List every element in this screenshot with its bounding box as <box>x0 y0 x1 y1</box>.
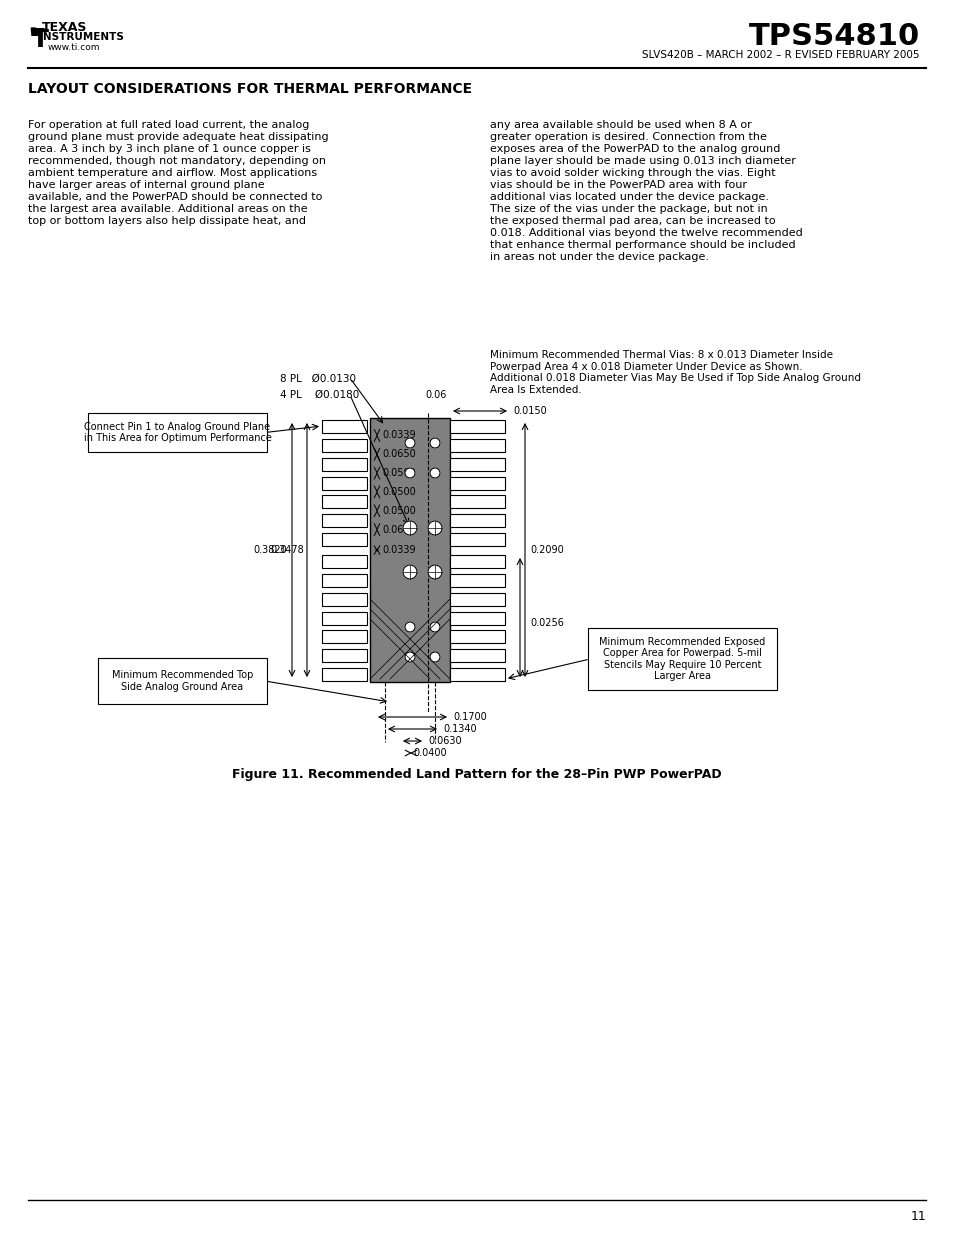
Text: 0.06: 0.06 <box>425 390 447 400</box>
FancyBboxPatch shape <box>587 629 776 690</box>
Bar <box>322 514 367 527</box>
Text: 0.0256: 0.0256 <box>530 618 563 627</box>
Circle shape <box>428 521 441 535</box>
Circle shape <box>402 521 416 535</box>
Circle shape <box>430 622 439 632</box>
Bar <box>450 438 504 452</box>
Text: the exposed thermal pad area, can be increased to: the exposed thermal pad area, can be inc… <box>490 216 775 226</box>
Bar <box>450 668 504 680</box>
Text: Connect Pin 1 to Analog Ground Plane
in This Area for Optimum Performance: Connect Pin 1 to Analog Ground Plane in … <box>84 421 272 443</box>
Text: Figure 11. Recommended Land Pattern for the 28–Pin PWP PowerPAD: Figure 11. Recommended Land Pattern for … <box>232 768 721 781</box>
Text: have larger areas of internal ground plane: have larger areas of internal ground pla… <box>28 180 264 190</box>
FancyBboxPatch shape <box>88 412 267 452</box>
Bar <box>322 458 367 471</box>
Text: 0.0650: 0.0650 <box>381 525 416 535</box>
Bar <box>322 495 367 509</box>
Text: 0.0500: 0.0500 <box>381 468 416 478</box>
Bar <box>322 611 367 625</box>
Text: greater operation is desired. Connection from the: greater operation is desired. Connection… <box>490 132 766 142</box>
Text: 0.0630: 0.0630 <box>428 736 461 746</box>
Bar <box>322 438 367 452</box>
Bar <box>450 477 504 489</box>
Text: 0.3478: 0.3478 <box>270 545 304 555</box>
Text: INSTRUMENTS: INSTRUMENTS <box>39 32 124 42</box>
Bar <box>450 514 504 527</box>
Circle shape <box>405 622 415 632</box>
Circle shape <box>405 438 415 448</box>
Text: The size of the vias under the package, but not in: The size of the vias under the package, … <box>490 204 767 214</box>
Text: plane layer should be made using 0.013 inch diameter: plane layer should be made using 0.013 i… <box>490 156 795 165</box>
Text: 0.3820: 0.3820 <box>253 545 287 555</box>
Text: vias should be in the PowerPAD area with four: vias should be in the PowerPAD area with… <box>490 180 746 190</box>
Text: the largest area available. Additional areas on the: the largest area available. Additional a… <box>28 204 307 214</box>
Text: Minimum Recommended Thermal Vias: 8 x 0.013 Diameter Inside
Powerpad Area 4 x 0.: Minimum Recommended Thermal Vias: 8 x 0.… <box>490 350 861 395</box>
Bar <box>450 534 504 546</box>
Bar <box>322 477 367 489</box>
Bar <box>322 593 367 605</box>
Circle shape <box>430 468 439 478</box>
Text: Minimum Recommended Exposed
Copper Area for Powerpad. 5-mil
Stencils May Require: Minimum Recommended Exposed Copper Area … <box>598 636 765 682</box>
Text: 0.0500: 0.0500 <box>381 487 416 496</box>
Circle shape <box>402 564 416 579</box>
Text: 0.2090: 0.2090 <box>530 545 563 555</box>
FancyBboxPatch shape <box>98 658 267 704</box>
Text: 0.1700: 0.1700 <box>453 713 486 722</box>
Circle shape <box>430 652 439 662</box>
Text: 0.0500: 0.0500 <box>381 506 416 516</box>
Text: ☛: ☛ <box>28 23 46 42</box>
Bar <box>322 574 367 587</box>
Bar <box>450 611 504 625</box>
Text: 0.1340: 0.1340 <box>442 724 476 734</box>
Text: SLVS420B – MARCH 2002 – R EVISED FEBRUARY 2005: SLVS420B – MARCH 2002 – R EVISED FEBRUAR… <box>641 49 919 61</box>
Text: exposes area of the PowerPAD to the analog ground: exposes area of the PowerPAD to the anal… <box>490 144 780 154</box>
Text: ambient temperature and airflow. Most applications: ambient temperature and airflow. Most ap… <box>28 168 316 178</box>
Text: T: T <box>32 28 49 52</box>
Text: 4 PL    Ø0.0180: 4 PL Ø0.0180 <box>280 390 359 400</box>
Text: www.ti.com: www.ti.com <box>48 43 100 52</box>
Text: 0.0339: 0.0339 <box>381 545 416 555</box>
Text: vias to avoid solder wicking through the vias. Eight: vias to avoid solder wicking through the… <box>490 168 775 178</box>
Text: 0.0150: 0.0150 <box>513 406 546 416</box>
Text: in areas not under the device package.: in areas not under the device package. <box>490 252 708 262</box>
Bar <box>322 420 367 433</box>
Text: area. A 3 inch by 3 inch plane of 1 ounce copper is: area. A 3 inch by 3 inch plane of 1 ounc… <box>28 144 311 154</box>
Text: top or bottom layers also help dissipate heat, and: top or bottom layers also help dissipate… <box>28 216 306 226</box>
Text: 11: 11 <box>909 1210 925 1223</box>
Text: that enhance thermal performance should be included: that enhance thermal performance should … <box>490 240 795 249</box>
Text: additional vias located under the device package.: additional vias located under the device… <box>490 191 768 203</box>
Text: recommended, though not mandatory, depending on: recommended, though not mandatory, depen… <box>28 156 326 165</box>
Text: 0.0339: 0.0339 <box>381 431 416 441</box>
Bar <box>322 555 367 568</box>
Bar <box>450 495 504 509</box>
Text: 0.0400: 0.0400 <box>413 748 446 758</box>
Text: TEXAS: TEXAS <box>42 21 88 35</box>
Circle shape <box>430 438 439 448</box>
Bar <box>450 593 504 605</box>
Text: any area available should be used when 8 A or: any area available should be used when 8… <box>490 120 751 130</box>
Text: For operation at full rated load current, the analog: For operation at full rated load current… <box>28 120 309 130</box>
Bar <box>322 650 367 662</box>
Bar <box>370 417 450 682</box>
Bar <box>450 630 504 643</box>
Text: TPS54810: TPS54810 <box>748 22 919 51</box>
Bar <box>450 555 504 568</box>
Bar <box>450 458 504 471</box>
Bar <box>450 574 504 587</box>
Text: 0.018. Additional vias beyond the twelve recommended: 0.018. Additional vias beyond the twelve… <box>490 228 801 238</box>
Circle shape <box>405 652 415 662</box>
Text: LAYOUT CONSIDERATIONS FOR THERMAL PERFORMANCE: LAYOUT CONSIDERATIONS FOR THERMAL PERFOR… <box>28 82 472 96</box>
Text: 8 PL   Ø0.0130: 8 PL Ø0.0130 <box>280 374 355 384</box>
Circle shape <box>405 468 415 478</box>
Text: available, and the PowerPAD should be connected to: available, and the PowerPAD should be co… <box>28 191 322 203</box>
Text: Minimum Recommended Top
Side Analog Ground Area: Minimum Recommended Top Side Analog Grou… <box>112 671 253 692</box>
Bar <box>322 668 367 680</box>
Bar <box>322 630 367 643</box>
Circle shape <box>428 564 441 579</box>
Text: 0.0650: 0.0650 <box>381 450 416 459</box>
Bar <box>450 650 504 662</box>
Text: ground plane must provide adequate heat dissipating: ground plane must provide adequate heat … <box>28 132 328 142</box>
Bar <box>322 534 367 546</box>
Bar <box>450 420 504 433</box>
